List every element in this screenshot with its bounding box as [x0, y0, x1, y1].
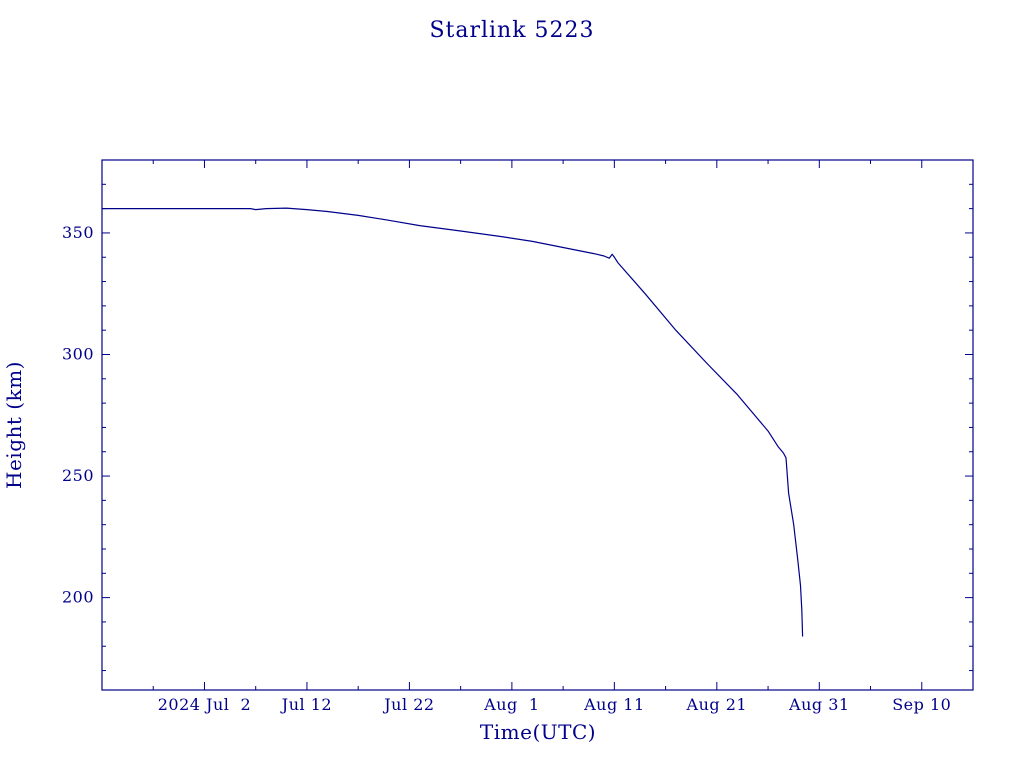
x-tick-label: Jul 22: [382, 695, 434, 714]
x-tick-label: Aug 1: [483, 695, 539, 714]
y-tick-label: 350: [62, 223, 94, 242]
y-tick-label: 250: [62, 466, 94, 485]
x-tick-label: Sep 10: [892, 695, 951, 714]
x-tick-label: Aug 11: [583, 695, 645, 714]
y-axis-label: Height (km): [2, 361, 26, 489]
y-tick-label: 200: [62, 588, 94, 607]
x-axis-label: Time(UTC): [480, 720, 596, 744]
series-line-height: [102, 207, 804, 637]
y-tick-labels: 200 250 300 350: [62, 223, 94, 607]
x-tick-labels: 2024 Jul 2 Jul 12 Jul 22 Aug 1 Aug 11 Aug 21 A…: [158, 695, 951, 714]
axis-ticks: [101, 159, 974, 690]
x-tick-label: Aug 21: [686, 695, 748, 714]
x-tick-label: 2024 Jul 2: [158, 695, 252, 714]
x-tick-label: Aug 31: [788, 695, 850, 714]
x-tick-label: Jul 12: [280, 695, 332, 714]
y-tick-label: 300: [62, 344, 94, 363]
chart-title: Starlink 5223: [429, 18, 594, 43]
plot-frame: [101, 159, 974, 691]
